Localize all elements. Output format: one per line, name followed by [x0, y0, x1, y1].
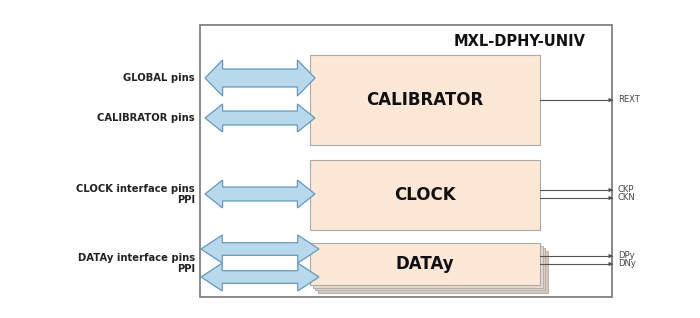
- Text: CKP: CKP: [618, 185, 634, 195]
- Bar: [318, 251, 548, 293]
- Text: CALIBRATOR: CALIBRATOR: [366, 91, 484, 109]
- Bar: [310, 160, 540, 230]
- Bar: [315, 248, 545, 290]
- Text: DNy: DNy: [618, 259, 636, 268]
- Bar: [313, 246, 543, 288]
- Polygon shape: [205, 60, 315, 96]
- Text: DATAy interface pins: DATAy interface pins: [78, 253, 195, 263]
- Bar: [310, 55, 540, 145]
- Text: PPI: PPI: [177, 264, 195, 274]
- Polygon shape: [205, 180, 315, 208]
- Text: GLOBAL pins: GLOBAL pins: [123, 73, 195, 83]
- Text: CKN: CKN: [618, 193, 636, 203]
- Polygon shape: [201, 263, 319, 291]
- Text: CLOCK: CLOCK: [394, 186, 456, 204]
- Bar: [310, 243, 540, 285]
- Text: MXL-DPHY-UNIV: MXL-DPHY-UNIV: [454, 34, 586, 50]
- Polygon shape: [201, 235, 319, 263]
- Text: CALIBRATOR pins: CALIBRATOR pins: [97, 113, 195, 123]
- Text: CLOCK interface pins: CLOCK interface pins: [76, 184, 195, 194]
- Bar: [200, 25, 612, 297]
- Text: DATAy: DATAy: [395, 255, 454, 273]
- Text: REXT: REXT: [618, 95, 640, 105]
- Text: PPI: PPI: [177, 195, 195, 205]
- Text: DPy: DPy: [618, 252, 635, 260]
- Polygon shape: [205, 104, 315, 132]
